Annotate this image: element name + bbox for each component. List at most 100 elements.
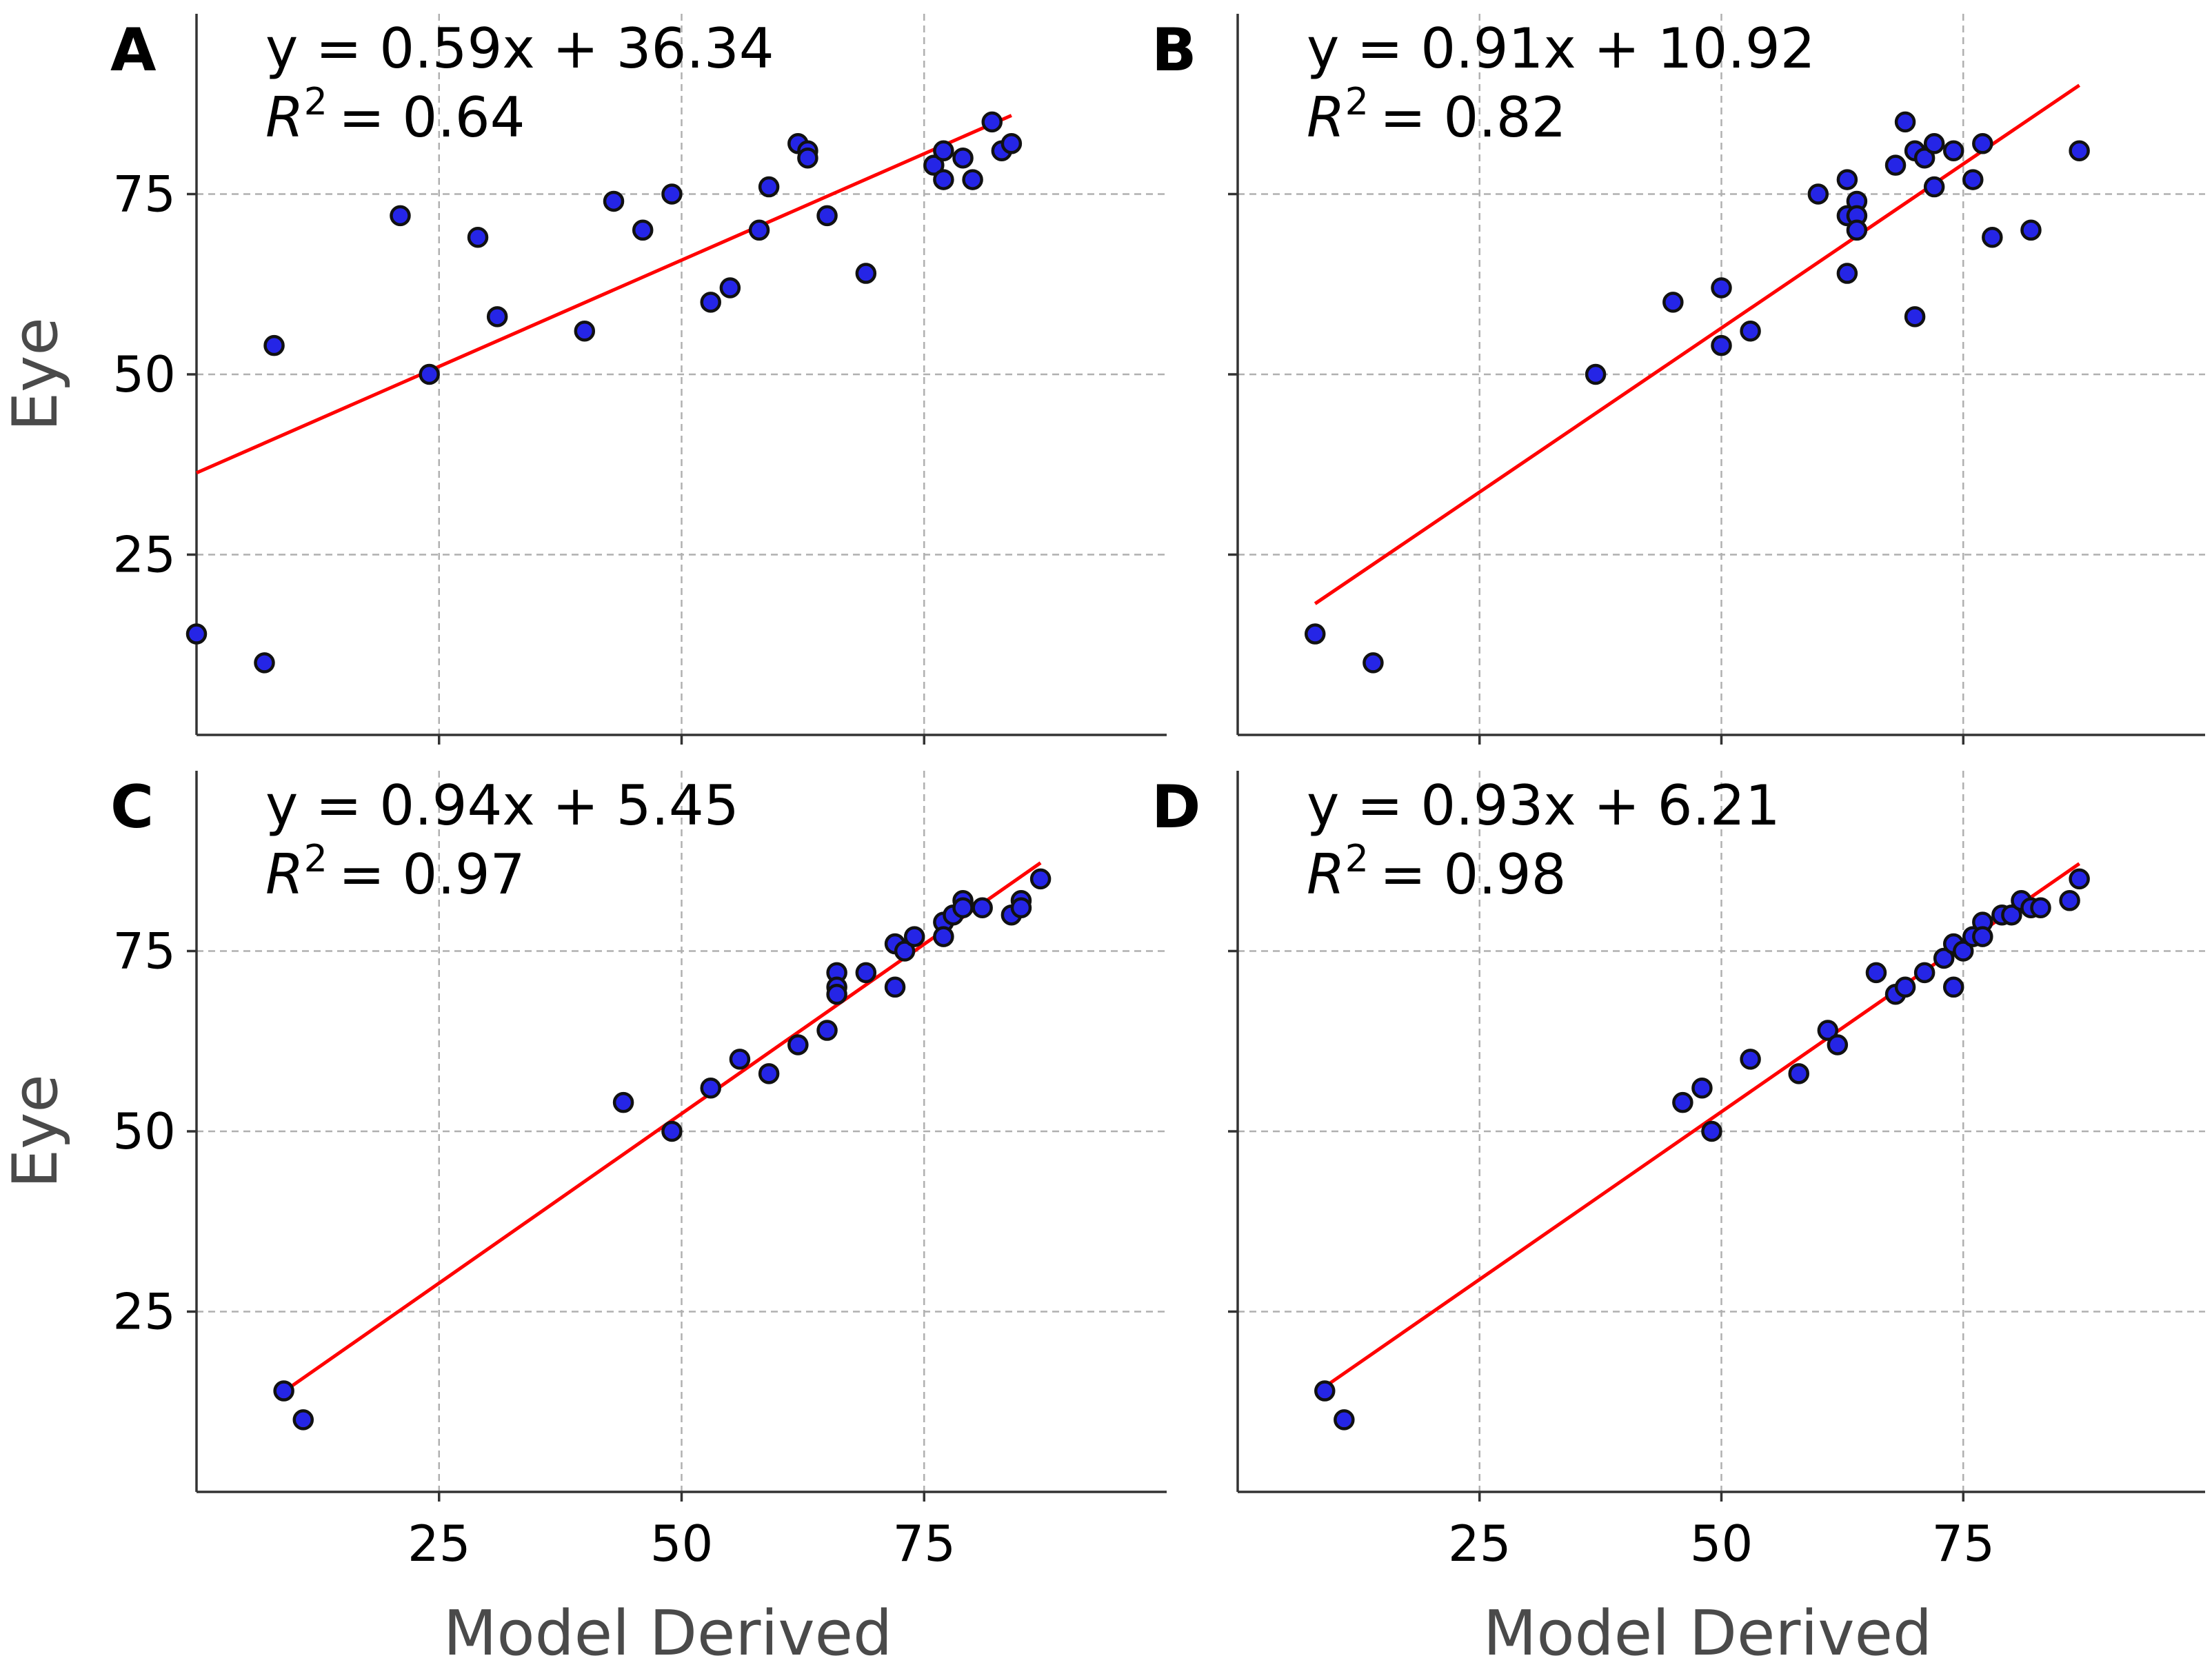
r-squared-exponent: 2 [304,837,328,880]
data-point [933,926,954,947]
data-point [719,277,741,299]
data-point [292,1409,314,1431]
data-point [661,1120,683,1142]
r-squared-annotation: R2 = 0.82 [1307,80,1567,150]
data-point [603,190,625,212]
data-point [1701,1120,1722,1142]
regression-line [1314,83,2081,605]
data-point [1962,169,1984,190]
data-point [903,926,925,947]
y-tick-label: 50 [112,1102,176,1160]
r-squared-value: = 0.64 [339,85,525,150]
x-tick-label: 75 [1931,1515,1995,1573]
regression-equation: y = 0.94x + 5.45 [265,774,739,838]
data-point [467,227,489,248]
data-point [758,176,780,198]
data-point [1029,868,1052,890]
x-tick-label: 25 [1448,1515,1511,1573]
data-point [1304,623,1326,645]
data-point [1711,277,1732,299]
data-point [1923,176,1945,198]
data-point [816,205,838,227]
data-point [1836,169,1858,190]
data-point [1913,962,1936,984]
r-squared-value: = 0.98 [1380,842,1567,907]
data-point [1982,227,2003,248]
r-symbol: R [1307,842,1345,907]
data-point [787,1034,809,1055]
data-point [1953,940,1974,962]
data-point [855,962,877,984]
data-point [855,263,877,284]
data-point [1740,320,1761,342]
data-point [254,652,275,674]
data-point [1894,976,1916,998]
data-point [390,205,411,227]
data-point [826,984,847,1005]
data-point [2001,904,2022,926]
data-point [1923,133,1945,154]
data-point [933,169,954,190]
data-point [700,1077,721,1099]
r-squared-annotation: R2 = 0.64 [265,80,525,150]
regression-equation: y = 0.91x + 10.92 [1307,17,1816,81]
data-point [2020,219,2042,241]
r-squared-value: = 0.97 [339,842,525,907]
data-point [894,940,916,962]
r-squared-exponent: 2 [304,80,328,123]
data-point [1865,962,1887,984]
data-point [661,183,683,205]
data-point [1334,1409,1355,1431]
data-point [1942,140,1964,161]
data-point [1740,1049,1761,1070]
y-axis-label: Eye [0,1074,72,1189]
panel-letter: C [110,773,154,842]
data-point [1711,334,1732,356]
data-point [273,1380,294,1402]
data-point [1836,263,1858,284]
y-tick-label: 50 [112,345,176,403]
data-point [2069,868,2090,890]
r-squared-exponent: 2 [1345,80,1369,123]
x-tick-label: 50 [650,1515,714,1573]
data-point [1972,133,1993,154]
data-point [748,219,770,241]
data-point [962,169,983,190]
r-squared-value: = 0.82 [1380,85,1567,150]
x-axis-label: Model Derived [443,1597,892,1667]
data-point [419,363,440,385]
x-axis-label: Model Derived [1483,1597,1932,1667]
data-point [933,140,954,161]
data-point [1788,1063,1809,1084]
data-point [952,147,974,169]
data-point [1972,926,1993,947]
data-point [1904,306,1926,327]
data-point [1933,947,1955,969]
y-axis-label: Eye [0,317,72,432]
data-point [185,623,208,645]
panel-c: 25 50 75 25 50 75 Eye Model Derived C y = 0.94x +… [0,771,1167,1667]
data-point [2059,890,2080,911]
data-point [1894,111,1916,133]
data-point [816,1020,838,1041]
data-point [574,320,596,342]
data-point [1884,154,1907,176]
r-symbol: R [265,85,304,150]
data-point [1672,1091,1693,1113]
data-point [758,1063,780,1084]
regression-line [195,114,1012,475]
data-point [952,897,974,918]
data-point [2069,140,2090,161]
data-point [1942,976,1964,998]
x-tick-label: 75 [892,1515,956,1573]
data-point [981,111,1003,133]
data-point [700,292,721,313]
r-squared-annotation: R2 = 0.97 [265,837,525,907]
panel-letter: D [1152,773,1200,842]
y-tick-label: 25 [112,526,176,584]
data-point [972,897,993,918]
